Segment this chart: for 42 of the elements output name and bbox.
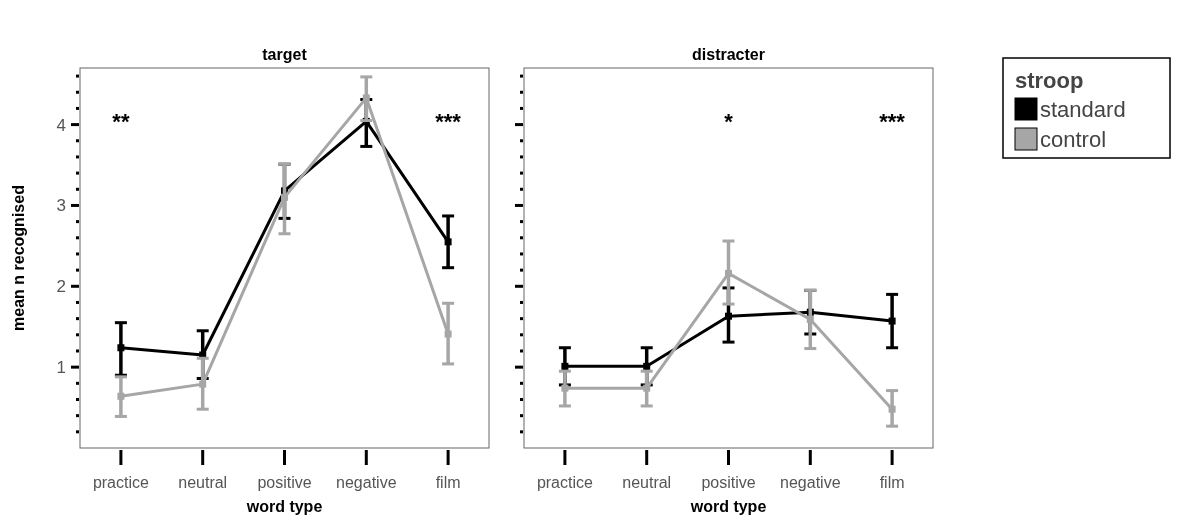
annotation: *** <box>879 109 906 135</box>
annotation: *** <box>435 109 462 135</box>
y-tick-label: 2 <box>56 277 66 297</box>
y-tick-label: 1 <box>56 358 66 378</box>
x-tick-label: neutral <box>622 474 672 491</box>
point <box>117 344 125 352</box>
x-tick-label: practice <box>536 474 594 491</box>
annotation: * <box>724 109 734 135</box>
point <box>281 193 288 201</box>
point <box>643 384 651 392</box>
point <box>117 392 125 400</box>
x-tick-label: practice <box>92 474 150 491</box>
point <box>806 315 814 323</box>
point <box>444 330 452 338</box>
x-axis-title: word type <box>689 498 767 515</box>
x-tick-label: positive <box>701 474 756 491</box>
point <box>888 317 896 325</box>
legend-title: stroop <box>1015 68 1084 93</box>
legend-label: control <box>1040 127 1107 152</box>
x-tick-label: film <box>435 474 461 491</box>
annotation: ** <box>112 109 130 135</box>
x-tick-label: film <box>879 474 905 491</box>
x-tick-label: positive <box>257 474 312 491</box>
point <box>444 238 452 246</box>
chart-title: target <box>262 46 308 63</box>
chart-title: distracter <box>692 46 765 63</box>
x-tick-label: negative <box>336 474 397 491</box>
point <box>725 312 732 320</box>
y-tick-label: 3 <box>56 196 66 216</box>
point <box>725 269 732 277</box>
point <box>561 362 569 370</box>
y-axis-title: mean n recognised <box>10 185 27 331</box>
point <box>643 362 651 370</box>
x-tick-label: neutral <box>178 474 228 491</box>
x-tick-label: negative <box>780 474 841 491</box>
y-tick-label: 4 <box>56 115 66 135</box>
legend-label: standard <box>1040 97 1126 122</box>
point <box>199 380 207 388</box>
point <box>888 405 896 413</box>
x-axis-title: word type <box>245 498 323 515</box>
point <box>362 94 370 102</box>
point <box>561 384 569 392</box>
